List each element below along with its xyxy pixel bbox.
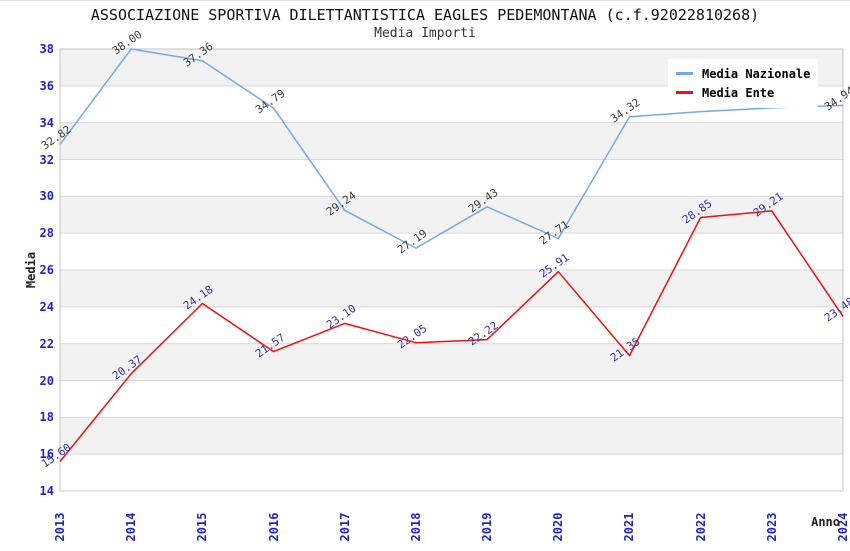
media-nazionale-line-swatch-icon — [676, 72, 693, 75]
x-axis-title: Anno — [811, 515, 840, 529]
chart-title: ASSOCIAZIONE SPORTIVA DILETTANTISTICA EA… — [90, 6, 760, 24]
legend: Media Nazionale Media Ente — [668, 59, 818, 108]
legend-label: Media Ente — [702, 85, 775, 100]
grid-band — [60, 270, 843, 307]
grid-band — [60, 417, 843, 455]
chart-subtitle: Media Importi — [374, 26, 476, 41]
series-line-media-nazionale — [59, 48, 844, 249]
grid-band — [60, 343, 843, 381]
y-axis-title: Media — [24, 251, 38, 289]
legend-item-media-nazionale: Media Nazionale — [670, 64, 816, 83]
series-line-media-ente — [59, 210, 844, 462]
grid-band — [60, 122, 843, 160]
legend-item-media-ente: Media Ente — [670, 83, 816, 102]
media-ente-line-swatch-icon — [676, 91, 693, 94]
plot-border — [59, 48, 844, 492]
legend-label: Media Nazionale — [702, 66, 811, 81]
